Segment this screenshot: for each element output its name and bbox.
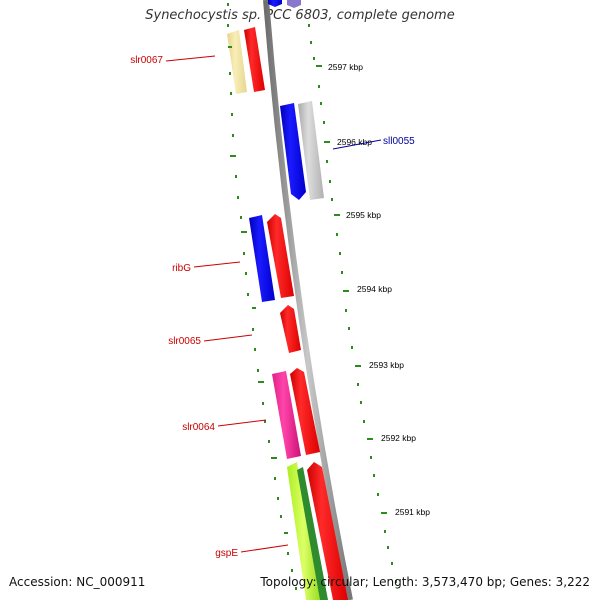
right-tick-track bbox=[308, 24, 397, 583]
gene-label-gspE[interactable]: gspE bbox=[215, 548, 238, 559]
gene-feature-ribG-blue bbox=[249, 215, 275, 302]
genome-summary-text: Topology: circular; Length: 3,573,470 bp… bbox=[260, 575, 590, 589]
gene-feature-gspE-red bbox=[307, 462, 348, 600]
gene-label-slr0064[interactable]: slr0064 bbox=[182, 422, 215, 433]
leader-ribG bbox=[193, 261, 241, 268]
kbp-label-2593: 2593 kbp bbox=[369, 360, 404, 370]
gene-feature-gspE-green bbox=[297, 467, 328, 600]
kbp-label-2597: 2597 kbp bbox=[328, 62, 363, 72]
gene-label-slr0065[interactable]: slr0065 bbox=[168, 336, 201, 347]
leader-slr0064 bbox=[217, 419, 267, 427]
gene-feature-ribG-red bbox=[267, 214, 294, 298]
gene-feature-top-purple bbox=[287, 0, 301, 8]
gene-label-leaders bbox=[165, 55, 382, 553]
gene-label-ribG[interactable]: ribG bbox=[172, 263, 191, 274]
leader-sll0055 bbox=[332, 139, 382, 150]
gene-labels: slr0067 sll0055 ribG slr0065 slr0064 gsp… bbox=[130, 55, 415, 559]
kbp-label-2596: 2596 kbp bbox=[337, 137, 372, 147]
genome-backbone bbox=[263, 0, 353, 600]
gene-feature-slr0064 bbox=[272, 371, 301, 459]
accession-text: Accession: NC_000911 bbox=[9, 575, 146, 589]
gene-label-slr0067[interactable]: slr0067 bbox=[130, 55, 163, 66]
leader-slr0065 bbox=[203, 334, 253, 342]
gene-feature-sll0055-blue bbox=[280, 103, 306, 200]
map-title: Synechocystis sp. PCC 6803, complete gen… bbox=[145, 8, 455, 23]
kbp-label-2595: 2595 kbp bbox=[346, 210, 381, 220]
kbp-scale: 2597 kbp 2596 kbp 2595 kbp 2594 kbp 2593… bbox=[328, 62, 430, 517]
gene-feature-sll0055-grey bbox=[298, 101, 324, 200]
leader-slr0067 bbox=[165, 55, 216, 62]
left-tick-track bbox=[227, 3, 297, 590]
gene-feature-top-blue bbox=[268, 0, 282, 7]
gene-feature-slr0067 bbox=[227, 30, 247, 94]
gene-feature-slr0065 bbox=[280, 305, 301, 353]
leader-gspE bbox=[240, 544, 289, 553]
kbp-label-2592: 2592 kbp bbox=[381, 433, 416, 443]
kbp-label-2591: 2591 kbp bbox=[395, 507, 430, 517]
kbp-label-2594: 2594 kbp bbox=[357, 284, 392, 294]
gene-feature-gspE-lime bbox=[287, 462, 320, 600]
gene-feature-slr0067-partner bbox=[244, 27, 265, 92]
gene-feature-slr0064-partner bbox=[290, 368, 320, 455]
gene-label-sll0055[interactable]: sll0055 bbox=[383, 136, 415, 147]
